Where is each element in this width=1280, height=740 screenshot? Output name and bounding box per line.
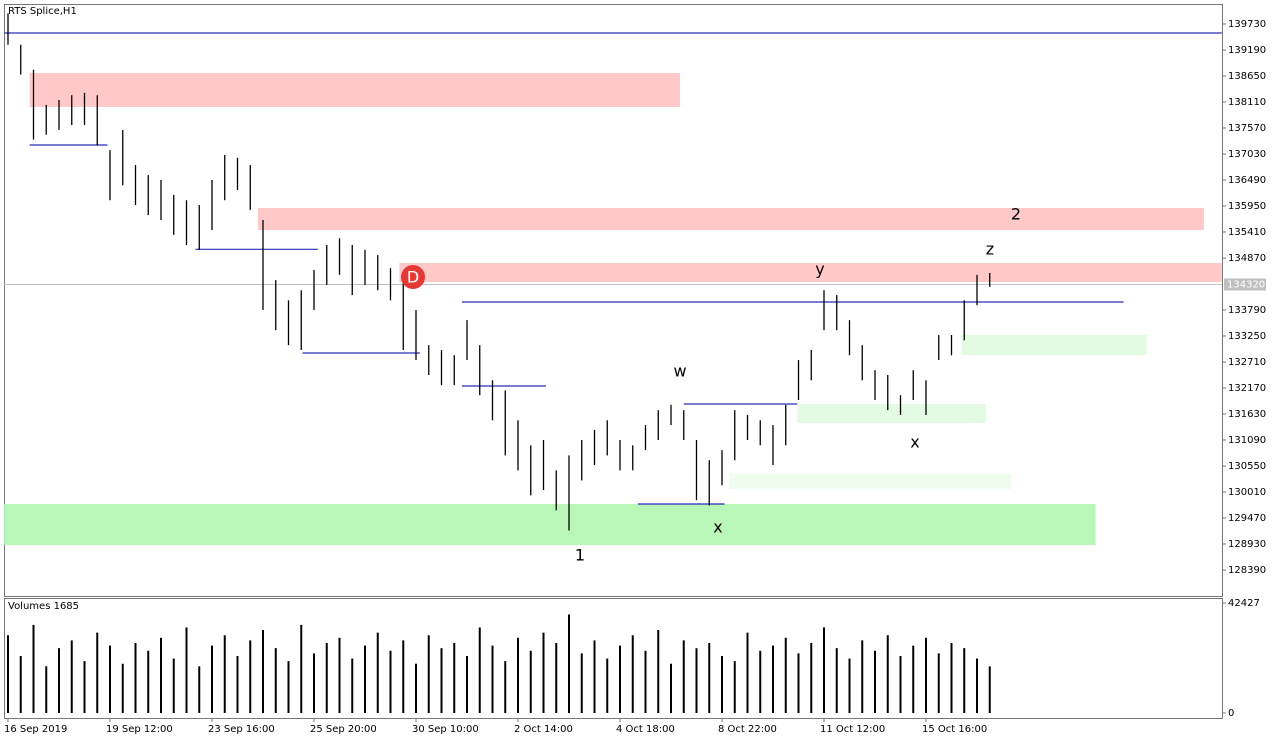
y-tick-label: 139190 — [1228, 45, 1266, 56]
y-tick-label: 128930 — [1228, 539, 1266, 550]
y-tick-label: 132710 — [1228, 357, 1266, 368]
annotation: z — [986, 240, 994, 259]
current-price-box — [1224, 278, 1266, 291]
volume-tick-label: 0 — [1228, 708, 1234, 719]
x-tick-label: 16 Sep 2019 — [4, 724, 67, 735]
y-tick-label: 135410 — [1228, 227, 1266, 238]
annotation: D — [407, 268, 419, 287]
annotation: x — [910, 433, 919, 452]
y-tick-label: 132170 — [1228, 383, 1266, 394]
zone — [961, 334, 1147, 356]
zone — [4, 503, 1096, 545]
annotation: x — [713, 518, 722, 537]
y-tick-label: 136490 — [1228, 175, 1266, 186]
x-tick-label: 2 Oct 14:00 — [514, 724, 573, 735]
y-tick-label: 137570 — [1228, 123, 1266, 134]
zone — [399, 262, 1222, 283]
y-tick-label: 133250 — [1228, 331, 1266, 342]
chart-title: RTS Splice,H1 — [8, 6, 77, 17]
x-tick-label: 4 Oct 18:00 — [616, 724, 675, 735]
x-tick-label: 25 Sep 20:00 — [310, 724, 377, 735]
y-tick-label: 138650 — [1228, 71, 1266, 82]
zone — [729, 473, 1012, 489]
x-tick-label: 15 Oct 16:00 — [922, 724, 987, 735]
y-tick-label: 138110 — [1228, 97, 1266, 108]
zone — [797, 403, 986, 423]
annotation: y — [815, 260, 824, 279]
annotation: 2 — [1011, 205, 1021, 224]
volume-tick-label: 42427 — [1228, 598, 1260, 609]
y-tick-label: 131630 — [1228, 409, 1266, 420]
y-tick-label: 134870 — [1228, 253, 1266, 264]
y-tick-label: 139730 — [1228, 19, 1266, 30]
y-tick-label: 133790 — [1228, 305, 1266, 316]
volume-title: Volumes 1685 — [8, 601, 79, 612]
y-tick-label: 135950 — [1228, 201, 1266, 212]
zone — [29, 72, 680, 107]
y-tick-label: 137030 — [1228, 149, 1266, 160]
x-tick-label: 23 Sep 16:00 — [208, 724, 275, 735]
annotation: w — [673, 362, 686, 381]
annotation-badge — [401, 265, 425, 289]
y-tick-label: 130550 — [1228, 461, 1266, 472]
y-tick-label: 129470 — [1228, 513, 1266, 524]
y-tick-label: 131090 — [1228, 435, 1266, 446]
x-tick-label: 30 Sep 10:00 — [412, 724, 479, 735]
y-tick-label: 130010 — [1228, 487, 1266, 498]
x-tick-label: 8 Oct 22:00 — [718, 724, 777, 735]
current-price-label: 134320 — [1227, 279, 1265, 290]
annotation: 1 — [575, 546, 585, 565]
zone — [257, 208, 1204, 231]
x-tick-label: 11 Oct 12:00 — [820, 724, 885, 735]
x-tick-label: 19 Sep 12:00 — [106, 724, 173, 735]
volume-panel — [4, 598, 1223, 719]
y-tick-label: 128390 — [1228, 565, 1266, 576]
